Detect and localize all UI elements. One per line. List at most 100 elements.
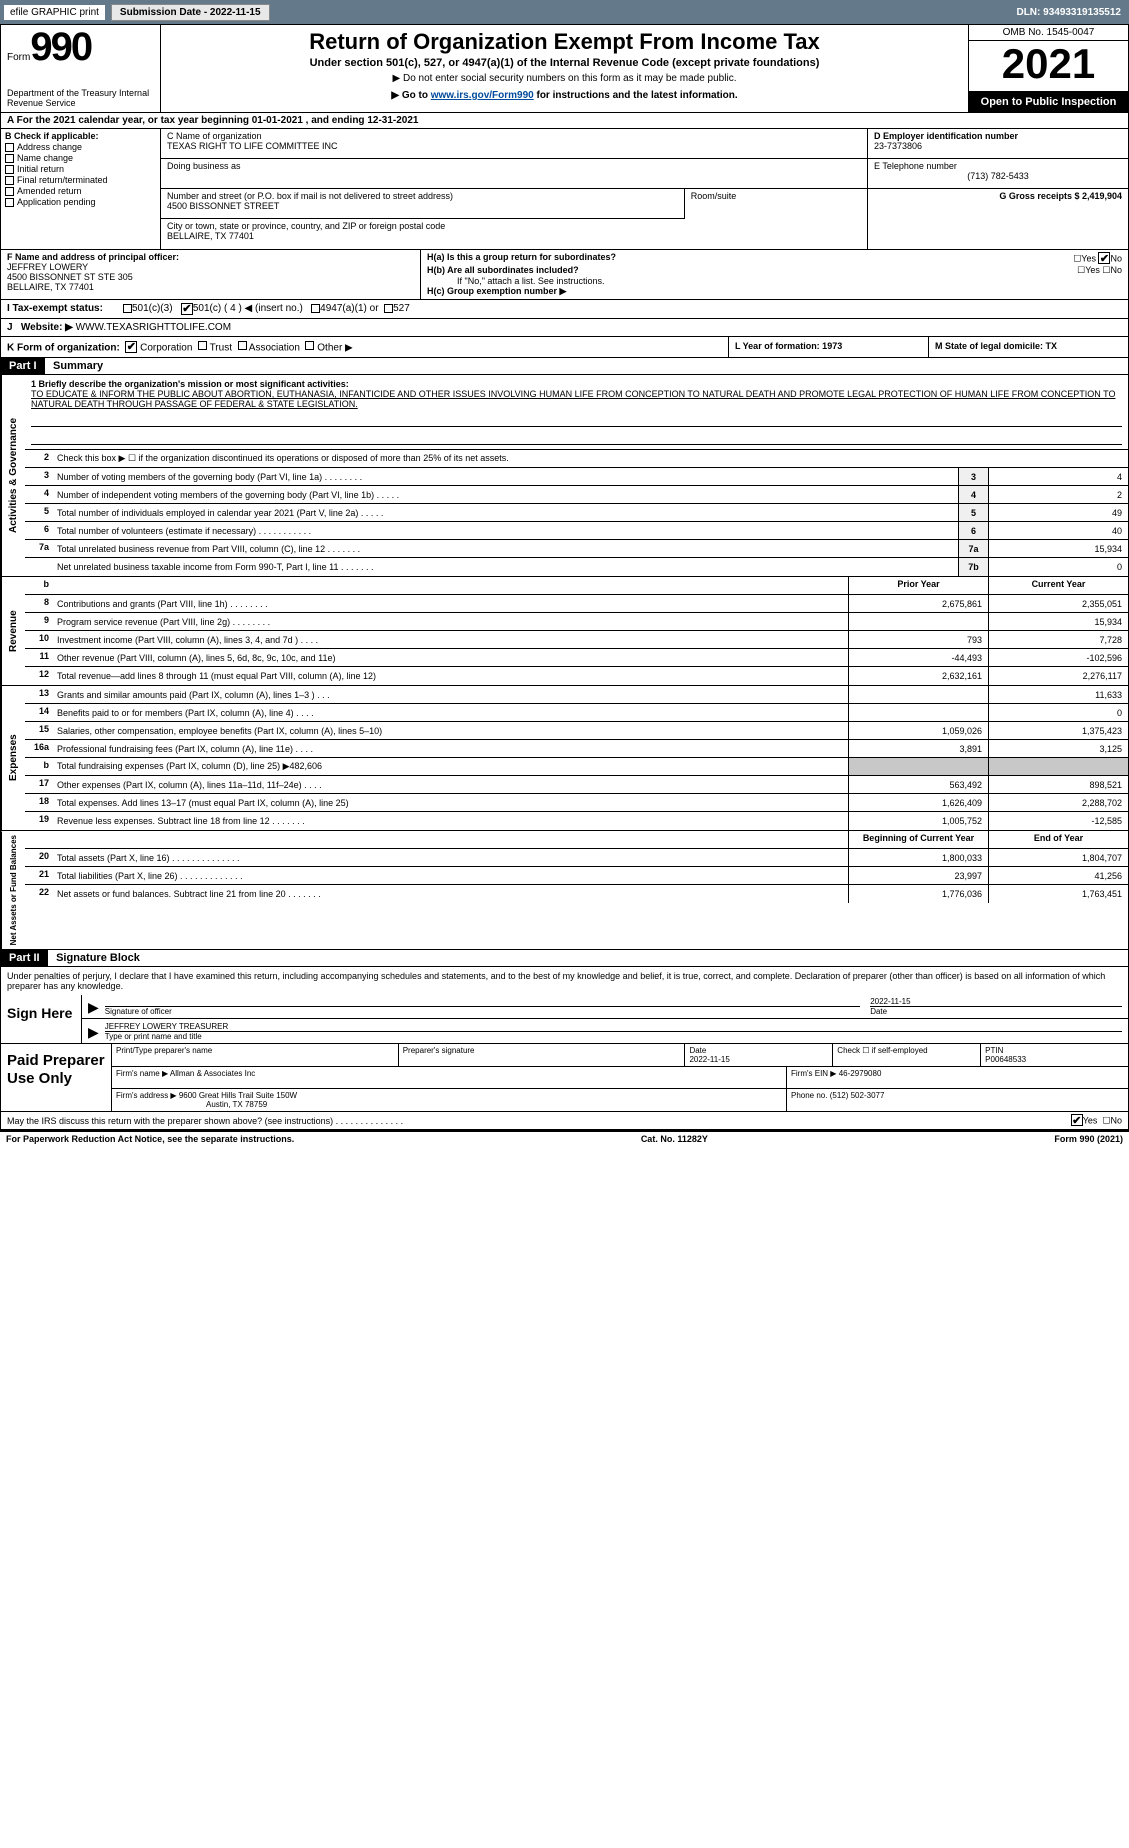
form-title: Return of Organization Exempt From Incom… (169, 29, 960, 55)
tax-year-line: A For the 2021 calendar year, or tax yea… (1, 113, 1128, 129)
k-row: K Form of organization: ✔ Corporation Tr… (1, 337, 1128, 359)
phone-val: (713) 782-5433 (874, 171, 1122, 181)
mission-block: 1 Briefly describe the organization's mi… (25, 375, 1128, 450)
line2: Check this box ▶ ☐ if the organization d… (53, 450, 1128, 467)
501c-box: ✔ (181, 303, 193, 315)
website-label: Website: ▶ (21, 322, 73, 333)
type-name-lbl: Type or print name and title (105, 1032, 1122, 1041)
check-option: Final return/terminated (5, 175, 156, 185)
form-container: Form990 Department of the Treasury Inter… (0, 24, 1129, 1132)
table-row: 20Total assets (Part X, line 16) . . . .… (25, 849, 1128, 867)
table-row: 11Other revenue (Part VIII, column (A), … (25, 649, 1128, 667)
opt-501c3: 501(c)(3) (132, 303, 173, 314)
table-row: 13Grants and similar amounts paid (Part … (25, 686, 1128, 704)
f-label: F Name and address of principal officer: (7, 252, 414, 262)
footer: For Paperwork Reduction Act Notice, see … (0, 1132, 1129, 1146)
corp-box: ✔ (125, 341, 137, 353)
side-expenses: Expenses (1, 686, 25, 830)
table-row: 7aTotal unrelated business revenue from … (25, 540, 1128, 558)
501c3-box (123, 304, 132, 313)
table-row: 6Total number of volunteers (estimate if… (25, 522, 1128, 540)
arrow-icon: ▶ (88, 999, 99, 1016)
goto-post: for instructions and the latest informat… (534, 90, 738, 101)
h-cell: H(a) Is this a group return for subordin… (421, 250, 1128, 299)
part2-title: Signature Block (50, 952, 140, 964)
table-row: 8Contributions and grants (Part VIII, li… (25, 595, 1128, 613)
table-row: 10Investment income (Part VIII, column (… (25, 631, 1128, 649)
c-name-cell: C Name of organization TEXAS RIGHT TO LI… (161, 129, 868, 159)
k-label: K Form of organization: (7, 342, 120, 353)
current-hdr: Current Year (988, 577, 1128, 594)
tax-year: 2021 (969, 41, 1128, 92)
assoc-box (238, 341, 247, 350)
opt-527: 527 (393, 303, 410, 314)
ha-label: H(a) Is this a group return for subordin… (427, 252, 616, 265)
m-state: M State of legal domicile: TX (928, 337, 1128, 358)
arrow-icon: ▶ (88, 1024, 99, 1041)
officer-name: JEFFREY LOWERY TREASURER (105, 1022, 1122, 1032)
firm-addr-cell: Firm's address ▶ 9600 Great Hills Trail … (112, 1089, 787, 1111)
room-cell: Room/suite (685, 189, 868, 219)
sig-date: 2022-11-15 (870, 997, 1122, 1007)
b-label: B Check if applicable: (5, 131, 156, 141)
g-receipts: G Gross receipts $ 2,419,904 (868, 189, 1128, 203)
firm-name-cell: Firm's name ▶ Allman & Associates Inc (112, 1067, 787, 1088)
city-label: City or town, state or province, country… (167, 221, 861, 231)
table-row: 12Total revenue—add lines 8 through 11 (… (25, 667, 1128, 685)
goto-pre: ▶ Go to (391, 90, 430, 101)
table-row: Net unrelated business taxable income fr… (25, 558, 1128, 576)
street-cell: Number and street (or P.O. box if mail i… (161, 189, 685, 219)
form-footer: Form 990 (2021) (1054, 1134, 1123, 1144)
dba-cell: Doing business as (161, 159, 868, 189)
table-row: 4Number of independent voting members of… (25, 486, 1128, 504)
f-name: JEFFREY LOWERY (7, 262, 414, 272)
submission-date-button[interactable]: Submission Date - 2022-11-15 (111, 4, 270, 21)
c-name-label: C Name of organization (167, 131, 861, 141)
d-ein-cell: D Employer identification number 23-7373… (868, 129, 1128, 159)
f-addr1: 4500 BISSONNET ST STE 305 (7, 272, 414, 282)
table-row: 18Total expenses. Add lines 13–17 (must … (25, 794, 1128, 812)
i-label: I Tax-exempt status: (7, 303, 103, 314)
prep-sig-lbl: Preparer's signature (399, 1044, 686, 1066)
k-other: Other ▶ (317, 342, 352, 353)
dept-label: Department of the Treasury Internal Reve… (7, 88, 154, 108)
ha-answer: ☐Yes ✔No (1073, 252, 1122, 265)
may-irs-answer: ✔Yes ☐No (1071, 1114, 1122, 1127)
4947-box (311, 304, 320, 313)
side-revenue: Revenue (1, 577, 25, 685)
k-corp: Corporation (140, 342, 192, 353)
header-left: Form990 Department of the Treasury Inter… (1, 25, 161, 112)
netassets-table: Net Assets or Fund Balances Beginning of… (1, 831, 1128, 950)
table-row: 3Number of voting members of the governi… (25, 468, 1128, 486)
hc-label: H(c) Group exemption number ▶ (427, 286, 1122, 297)
table-row: 5Total number of individuals employed in… (25, 504, 1128, 522)
efile-label: efile GRAPHIC print (4, 5, 105, 20)
sign-here-row: Sign Here ▶ Signature of officer 2022-11… (1, 995, 1128, 1044)
header-right: OMB No. 1545-0047 2021 Open to Public In… (968, 25, 1128, 112)
street-val: 4500 BISSONNET STREET (167, 201, 678, 211)
goto-line: ▶ Go to www.irs.gov/Form990 for instruct… (169, 90, 960, 101)
table-row: bTotal fundraising expenses (Part IX, co… (25, 758, 1128, 776)
open-inspection: Open to Public Inspection (969, 92, 1128, 112)
side-net: Net Assets or Fund Balances (1, 831, 25, 949)
date-lbl: Date (870, 1007, 1122, 1016)
form-subtitle: Under section 501(c), 527, or 4947(a)(1)… (169, 57, 960, 69)
city-cell: City or town, state or province, country… (161, 219, 868, 249)
pra-notice: For Paperwork Reduction Act Notice, see … (6, 1134, 294, 1144)
mission-text: TO EDUCATE & INFORM THE PUBLIC ABOUT ABO… (31, 389, 1122, 409)
col-b: B Check if applicable: Address changeNam… (1, 129, 161, 249)
begin-hdr: Beginning of Current Year (848, 831, 988, 848)
declaration: Under penalties of perjury, I declare th… (1, 967, 1128, 995)
topbar: efile GRAPHIC print Submission Date - 20… (0, 0, 1129, 24)
table-row: 17Other expenses (Part IX, column (A), l… (25, 776, 1128, 794)
revenue-table: Revenue bPrior YearCurrent Year 8Contrib… (1, 577, 1128, 686)
irs-link[interactable]: www.irs.gov/Form990 (431, 90, 534, 101)
f-addr2: BELLAIRE, TX 77401 (7, 282, 414, 292)
city-val: BELLAIRE, TX 77401 (167, 231, 861, 241)
check-option: Amended return (5, 186, 156, 196)
header-mid: Return of Organization Exempt From Incom… (161, 25, 968, 112)
opt-501c: 501(c) ( 4 ) ◀ (insert no.) (193, 303, 303, 314)
table-row: 16aProfessional fundraising fees (Part I… (25, 740, 1128, 758)
table-row: 19Revenue less expenses. Subtract line 1… (25, 812, 1128, 830)
prep-date-cell: Date2022-11-15 (685, 1044, 833, 1066)
